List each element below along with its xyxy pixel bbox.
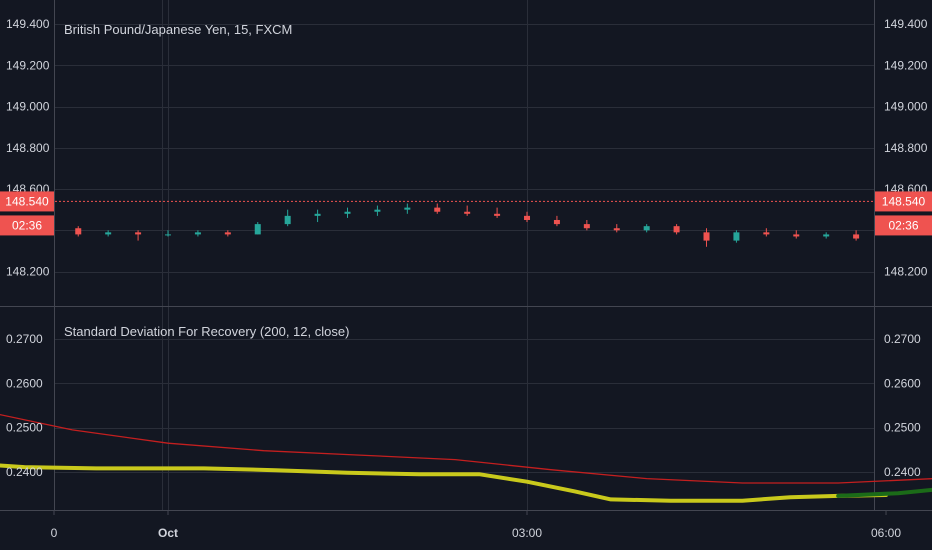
candle-body [823, 234, 830, 237]
x-tick-label: 06:00 [871, 526, 901, 540]
candle[interactable] [583, 219, 590, 231]
candle-body [613, 228, 620, 231]
countdown-tag [0, 215, 54, 236]
y-tick-label: 0.2600 [6, 376, 43, 390]
candle[interactable] [194, 230, 201, 237]
candle-body [673, 226, 680, 233]
y-tick-label: 0.2400 [884, 465, 921, 479]
current-price-tag [875, 191, 932, 212]
candle[interactable] [374, 205, 381, 216]
indicator-title: Standard Deviation For Recovery (200, 12… [64, 324, 349, 339]
countdown-label: 02:36 [888, 218, 918, 232]
candle[interactable] [254, 222, 261, 235]
candle-body [224, 232, 231, 235]
candle-body [434, 207, 441, 212]
price-tags: 148.540 02:36 148.540 02:36 [0, 191, 932, 236]
indicator-line [0, 463, 888, 503]
candle[interactable] [823, 232, 830, 239]
countdown-label: 02:36 [12, 218, 42, 232]
candle[interactable] [494, 207, 501, 218]
candle[interactable] [284, 209, 291, 227]
candle[interactable] [224, 230, 231, 237]
y-tick-label: 0.2500 [884, 421, 921, 435]
candle[interactable] [553, 215, 560, 227]
y-tick-label: 148.800 [6, 141, 50, 155]
candle[interactable] [404, 203, 411, 214]
y-tick-label: 148.200 [6, 265, 50, 279]
candle-body [853, 234, 860, 239]
indicator-axis-left: 0.2700 0.2600 0.2500 0.2400 [6, 332, 43, 479]
x-tick-label: 03:00 [512, 526, 542, 540]
indicator-series [0, 413, 932, 503]
candle-body [374, 209, 381, 212]
candle[interactable] [763, 228, 770, 237]
candle[interactable] [165, 230, 171, 237]
indicator-axis-right: 0.2700 0.2600 0.2500 0.2400 [884, 332, 921, 479]
y-tick-label: 149.400 [884, 17, 928, 31]
candlestick-series [75, 203, 860, 247]
candle[interactable] [793, 230, 800, 239]
y-tick-label: 0.2700 [884, 332, 921, 346]
candle-body [314, 213, 321, 216]
indicator-line [0, 413, 932, 484]
candle-body [524, 215, 531, 220]
candle-body [165, 234, 171, 236]
candle[interactable] [613, 224, 620, 233]
candle[interactable] [434, 203, 441, 214]
y-tick-label: 149.400 [6, 17, 50, 31]
chart-title: British Pound/Japanese Yen, 15, FXCM [64, 22, 292, 37]
candle-body [553, 219, 560, 225]
candle-body [464, 211, 471, 214]
candle-body [75, 228, 82, 235]
candle-body [404, 207, 411, 210]
price-pane-grid [55, 0, 874, 306]
indicator-line [836, 487, 932, 498]
candle[interactable] [703, 228, 710, 247]
y-tick-label: 0.2500 [6, 421, 43, 435]
y-tick-label: 148.800 [884, 141, 928, 155]
candle-body [763, 232, 770, 235]
candle[interactable] [344, 207, 351, 218]
candle[interactable] [464, 205, 471, 216]
candle-body [254, 224, 261, 235]
candle-body [135, 232, 142, 235]
candle-body [494, 213, 501, 216]
countdown-tag [875, 215, 932, 236]
y-tick-label: 149.000 [884, 100, 928, 114]
current-price-label: 148.540 [882, 194, 926, 208]
candle[interactable] [733, 230, 740, 243]
candle-body [194, 232, 201, 235]
x-tick-label: 0 [51, 526, 58, 540]
candle-body [643, 226, 650, 231]
y-tick-label: 149.000 [6, 100, 50, 114]
y-tick-label: 0.2400 [6, 465, 43, 479]
candle[interactable] [673, 224, 680, 235]
y-tick-label: 0.2700 [6, 332, 43, 346]
candle-body [284, 215, 291, 225]
candle-body [105, 232, 112, 235]
x-tick-label: Oct [158, 526, 178, 540]
candle-body [733, 232, 740, 241]
candle-body [344, 211, 351, 214]
candle[interactable] [853, 230, 860, 241]
candle[interactable] [105, 230, 112, 237]
candle[interactable] [643, 224, 650, 233]
candle[interactable] [314, 209, 321, 223]
current-price-tag [0, 191, 54, 212]
candle[interactable] [75, 226, 82, 237]
candle[interactable] [524, 211, 531, 223]
y-tick-label: 0.2600 [884, 376, 921, 390]
candle-body [793, 234, 800, 237]
candle[interactable] [135, 230, 142, 241]
current-price-label: 148.540 [5, 194, 49, 208]
candle-body [703, 232, 710, 241]
y-tick-label: 149.200 [6, 58, 50, 72]
y-tick-label: 148.200 [884, 265, 928, 279]
y-tick-label: 149.200 [884, 58, 928, 72]
candle-body [583, 224, 590, 229]
